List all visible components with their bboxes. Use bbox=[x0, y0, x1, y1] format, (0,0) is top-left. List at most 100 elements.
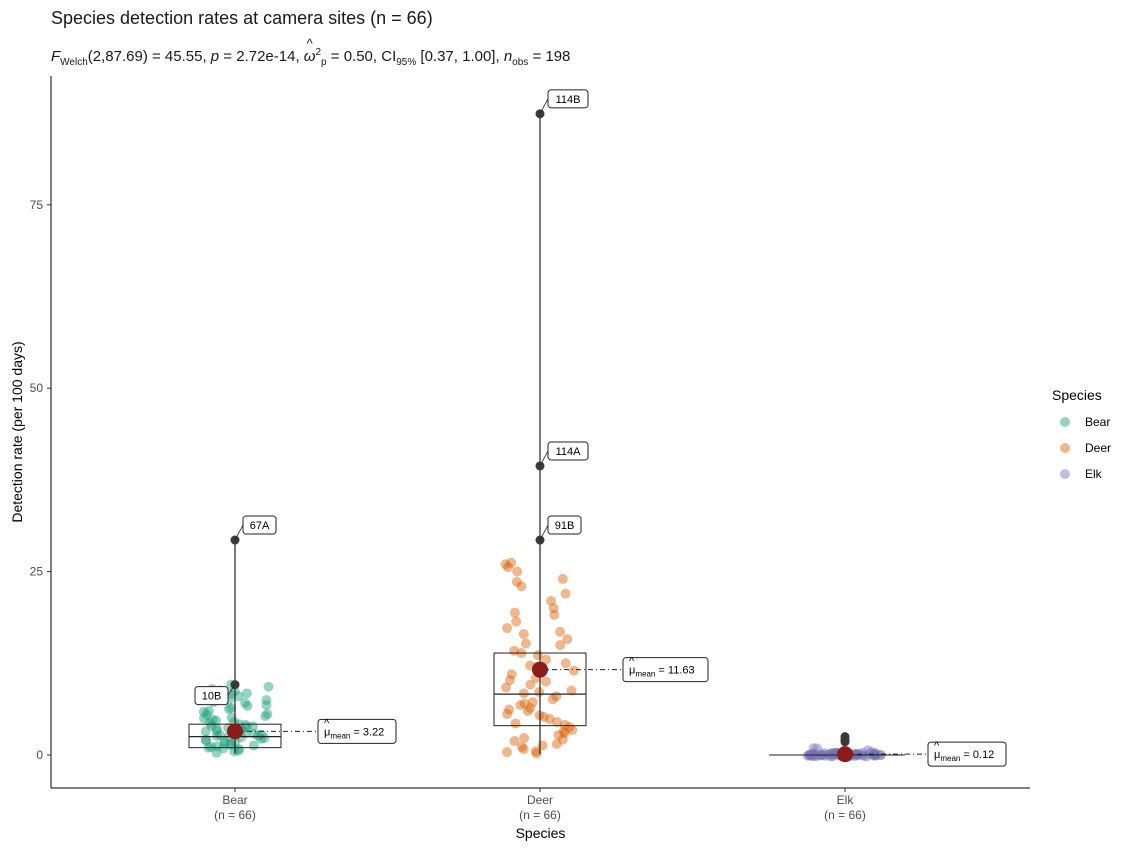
legend-swatch-elk bbox=[1060, 469, 1070, 479]
data-point bbox=[211, 730, 222, 741]
data-point bbox=[553, 730, 564, 741]
stat-symbol: F bbox=[51, 48, 61, 65]
data-point bbox=[240, 719, 251, 730]
outlier-label: 67A bbox=[250, 520, 270, 532]
data-point bbox=[534, 686, 545, 697]
outlier-label: 114A bbox=[556, 446, 582, 458]
omega-symbol: ω bbox=[304, 36, 316, 65]
group-elk: μmean = 0.12^ bbox=[769, 732, 1007, 767]
mean-label-sub: mean bbox=[330, 731, 350, 740]
data-point bbox=[825, 751, 836, 762]
data-point bbox=[532, 650, 543, 661]
data-point bbox=[225, 739, 236, 750]
outlier-label-box bbox=[547, 515, 582, 535]
mean-point bbox=[837, 746, 853, 763]
data-point bbox=[262, 708, 273, 719]
stat-subscript: Welch bbox=[60, 57, 88, 68]
data-point bbox=[512, 566, 523, 577]
data-point bbox=[207, 714, 218, 725]
data-point bbox=[200, 735, 211, 746]
data-point bbox=[567, 725, 578, 736]
legend-label-deer: Deer bbox=[1085, 441, 1111, 455]
mean-label-box bbox=[927, 741, 1007, 767]
data-point bbox=[862, 745, 873, 756]
data-point bbox=[518, 628, 529, 639]
data-point bbox=[503, 562, 514, 573]
y-tick-label: 0 bbox=[36, 748, 43, 762]
mean-label-value: = 3.22 bbox=[350, 726, 384, 738]
outlier-point bbox=[840, 737, 850, 747]
data-point bbox=[234, 744, 245, 755]
mean-label-symbol: μ bbox=[934, 749, 940, 761]
data-point bbox=[825, 748, 836, 759]
data-point bbox=[506, 669, 517, 680]
data-point bbox=[502, 708, 513, 719]
mean-label-sub: mean bbox=[635, 670, 655, 679]
data-point bbox=[557, 734, 568, 745]
outlier-label-leader bbox=[539, 524, 549, 541]
data-point bbox=[522, 705, 533, 716]
data-point bbox=[515, 700, 526, 711]
omega-sub: p bbox=[321, 57, 327, 68]
data-point bbox=[212, 741, 223, 752]
data-point bbox=[811, 751, 822, 762]
outlier-label-leader bbox=[227, 684, 236, 696]
y-tick-label: 25 bbox=[30, 565, 44, 579]
data-point bbox=[527, 697, 538, 708]
data-point bbox=[869, 748, 880, 759]
data-point bbox=[510, 718, 521, 729]
outlier-label-box bbox=[242, 515, 277, 535]
data-point bbox=[261, 700, 272, 711]
data-point bbox=[263, 681, 274, 692]
outlier-label: 10B bbox=[202, 691, 222, 703]
legend-title: Species bbox=[1052, 387, 1102, 403]
data-point bbox=[548, 603, 559, 614]
x-tick-label: Elk bbox=[837, 793, 855, 807]
data-point bbox=[203, 705, 214, 716]
data-point bbox=[226, 738, 237, 749]
data-point bbox=[511, 576, 522, 587]
data-point bbox=[549, 609, 560, 620]
data-point bbox=[859, 750, 870, 761]
data-point bbox=[233, 691, 244, 702]
data-point bbox=[538, 711, 549, 722]
data-point bbox=[541, 654, 552, 665]
nobs-symbol: n bbox=[503, 48, 513, 65]
data-point bbox=[500, 559, 511, 570]
mean-label-hat: ^ bbox=[324, 717, 330, 729]
stat-args: (2,87.69) = 45.55, bbox=[87, 48, 211, 65]
outlier-label-leader bbox=[234, 524, 244, 541]
data-point bbox=[555, 626, 566, 637]
data-point bbox=[261, 694, 272, 705]
data-point bbox=[509, 736, 520, 747]
data-point bbox=[870, 748, 881, 759]
data-point bbox=[544, 714, 555, 725]
mean-label: μmean = 11.63 bbox=[629, 665, 695, 679]
legend-swatch-bear bbox=[1060, 417, 1070, 427]
mean-label-value: = 11.63 bbox=[655, 665, 694, 677]
x-axis-title: Species bbox=[516, 825, 566, 841]
p-value-text: = 2.72e-14, bbox=[219, 48, 304, 65]
data-point bbox=[200, 726, 211, 737]
chart-title: Species detection rates at camera sites … bbox=[51, 8, 433, 28]
outlier-label-leader bbox=[539, 98, 549, 115]
data-point bbox=[559, 719, 570, 730]
omega-sup: 2 bbox=[315, 47, 322, 58]
nobs-text: = 198 bbox=[528, 48, 571, 65]
data-point bbox=[557, 573, 568, 584]
data-point bbox=[516, 741, 527, 752]
data-point bbox=[807, 751, 818, 762]
x-tick-n-label: (n = 66) bbox=[824, 808, 866, 822]
data-point bbox=[215, 730, 226, 741]
data-point bbox=[564, 722, 575, 733]
data-point bbox=[519, 733, 530, 744]
ci-sub: 95% bbox=[396, 57, 417, 68]
mean-point bbox=[227, 723, 243, 740]
outlier-label-leader bbox=[539, 450, 549, 467]
data-point bbox=[204, 717, 215, 728]
data-point bbox=[869, 750, 880, 761]
mean-label-value: = 0.12 bbox=[960, 749, 994, 761]
data-point bbox=[560, 588, 571, 599]
data-point bbox=[253, 730, 264, 741]
